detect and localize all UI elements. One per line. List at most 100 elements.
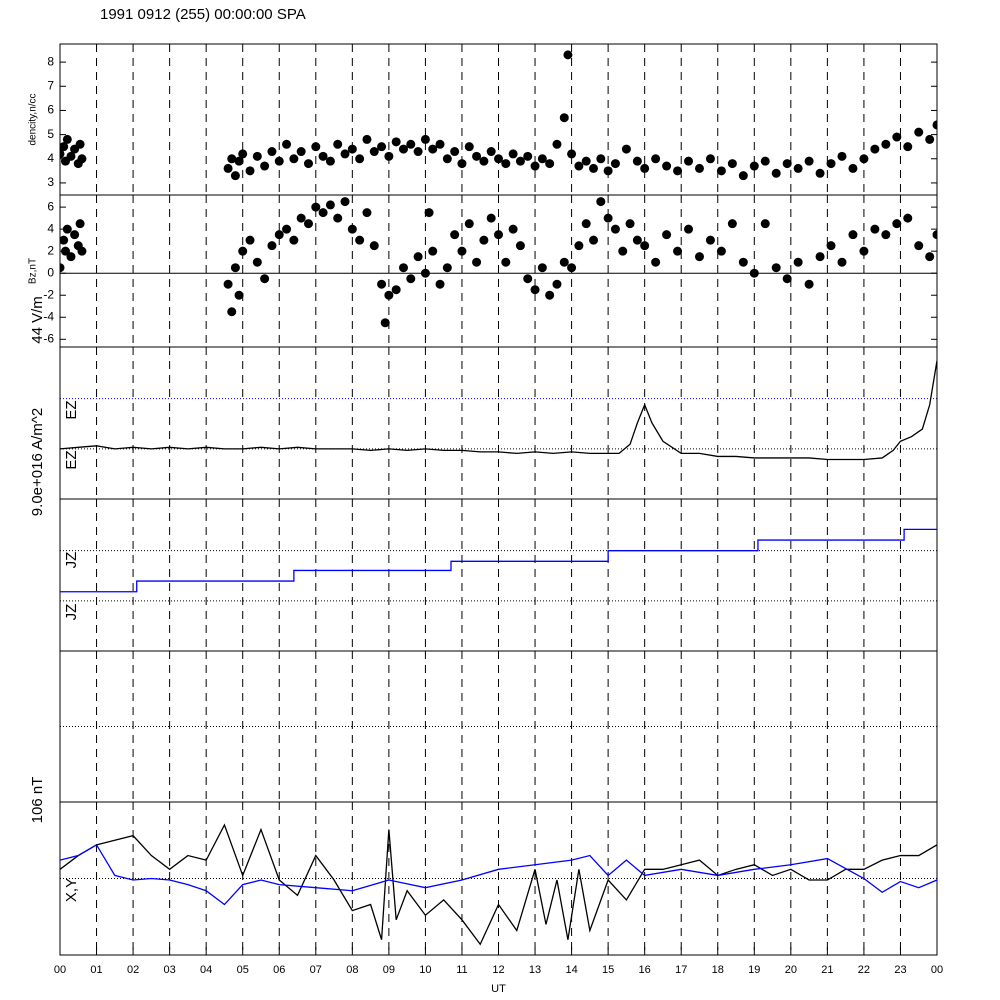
y-tick-label: -6 xyxy=(43,331,54,345)
data-point xyxy=(684,224,694,234)
data-point xyxy=(420,268,430,278)
data-point xyxy=(424,208,434,218)
data-point xyxy=(362,134,372,144)
data-point xyxy=(355,154,365,164)
data-point xyxy=(318,151,328,161)
x-tick-label: 00 xyxy=(54,964,66,976)
x-tick-label: 03 xyxy=(164,964,176,976)
x-tick-label: 06 xyxy=(273,964,285,976)
data-point xyxy=(793,163,803,173)
data-point xyxy=(684,156,694,166)
x-tick-label: 23 xyxy=(894,964,906,976)
data-point xyxy=(77,246,87,256)
scale-label: 106 nT xyxy=(29,777,46,824)
data-point xyxy=(450,230,460,240)
data-point xyxy=(457,159,467,169)
data-point xyxy=(589,163,599,173)
data-point xyxy=(377,279,387,289)
data-point xyxy=(245,235,255,245)
series-line xyxy=(60,823,937,946)
data-point xyxy=(472,151,482,161)
data-point xyxy=(508,224,518,234)
data-point xyxy=(62,224,72,234)
data-point xyxy=(406,139,416,149)
x-tick-label: 02 xyxy=(127,964,139,976)
x-tick-label: 07 xyxy=(310,964,322,976)
points xyxy=(60,50,937,181)
data-point xyxy=(384,290,394,300)
data-point xyxy=(771,263,781,273)
series-line xyxy=(60,528,937,593)
data-point xyxy=(581,156,591,166)
data-point xyxy=(530,161,540,171)
data-point xyxy=(530,285,540,295)
data-point xyxy=(903,142,913,152)
data-point xyxy=(603,166,613,176)
data-point xyxy=(673,246,683,256)
data-point xyxy=(925,134,935,144)
x-tick-label: 00 xyxy=(931,964,943,976)
y-tick-label: 6 xyxy=(47,199,54,213)
data-point xyxy=(369,241,379,251)
data-point xyxy=(640,241,650,251)
data-point xyxy=(632,156,642,166)
data-point xyxy=(705,154,715,164)
data-point xyxy=(837,257,847,267)
data-point xyxy=(523,151,533,161)
data-point xyxy=(406,274,416,284)
data-point xyxy=(826,241,836,251)
data-point xyxy=(486,147,496,157)
data-point xyxy=(760,156,770,166)
data-point xyxy=(552,279,562,289)
x-tick-label: 18 xyxy=(712,964,724,976)
data-point xyxy=(804,279,814,289)
data-point xyxy=(60,142,69,152)
y-tick-label: 4 xyxy=(47,151,54,165)
data-point xyxy=(369,147,379,157)
data-point xyxy=(472,257,482,267)
data-point xyxy=(567,149,577,159)
data-point xyxy=(479,235,489,245)
x-tick-label: 05 xyxy=(237,964,249,976)
data-point xyxy=(651,154,661,164)
data-point xyxy=(413,252,423,262)
data-point xyxy=(223,279,233,289)
data-point xyxy=(234,290,244,300)
data-point xyxy=(238,246,248,256)
data-point xyxy=(892,132,902,142)
data-point xyxy=(716,166,726,176)
y-tick-label: 4 xyxy=(47,221,54,235)
y-axis-label: dencity,n/cc xyxy=(28,93,39,145)
x-tick-label: 09 xyxy=(383,964,395,976)
data-point xyxy=(537,263,547,273)
y-tick-label: -4 xyxy=(43,309,54,323)
data-point xyxy=(267,241,277,251)
y-tick-label: 0 xyxy=(47,265,54,279)
x-tick-label: 04 xyxy=(200,964,212,976)
data-point xyxy=(501,159,511,169)
x-tick-label: 12 xyxy=(492,964,504,976)
data-point xyxy=(282,139,292,149)
data-point xyxy=(289,154,299,164)
data-point xyxy=(932,230,937,240)
x-tick-label: 17 xyxy=(675,964,687,976)
data-point xyxy=(574,161,584,171)
data-point xyxy=(545,159,555,169)
data-point xyxy=(651,257,661,267)
data-point xyxy=(289,235,299,245)
x-tick-label: 19 xyxy=(748,964,760,976)
data-point xyxy=(428,144,438,154)
data-point xyxy=(574,241,584,251)
data-point xyxy=(60,263,65,273)
panel-label: JZ xyxy=(63,552,80,569)
data-point xyxy=(925,252,935,262)
points xyxy=(60,197,937,328)
data-point xyxy=(442,263,452,273)
data-point xyxy=(267,147,277,157)
data-point xyxy=(435,279,445,289)
scale-label: 44 V/m xyxy=(29,296,46,344)
data-point xyxy=(537,154,547,164)
data-point xyxy=(340,149,350,159)
data-point xyxy=(318,208,328,218)
data-point xyxy=(738,257,748,267)
